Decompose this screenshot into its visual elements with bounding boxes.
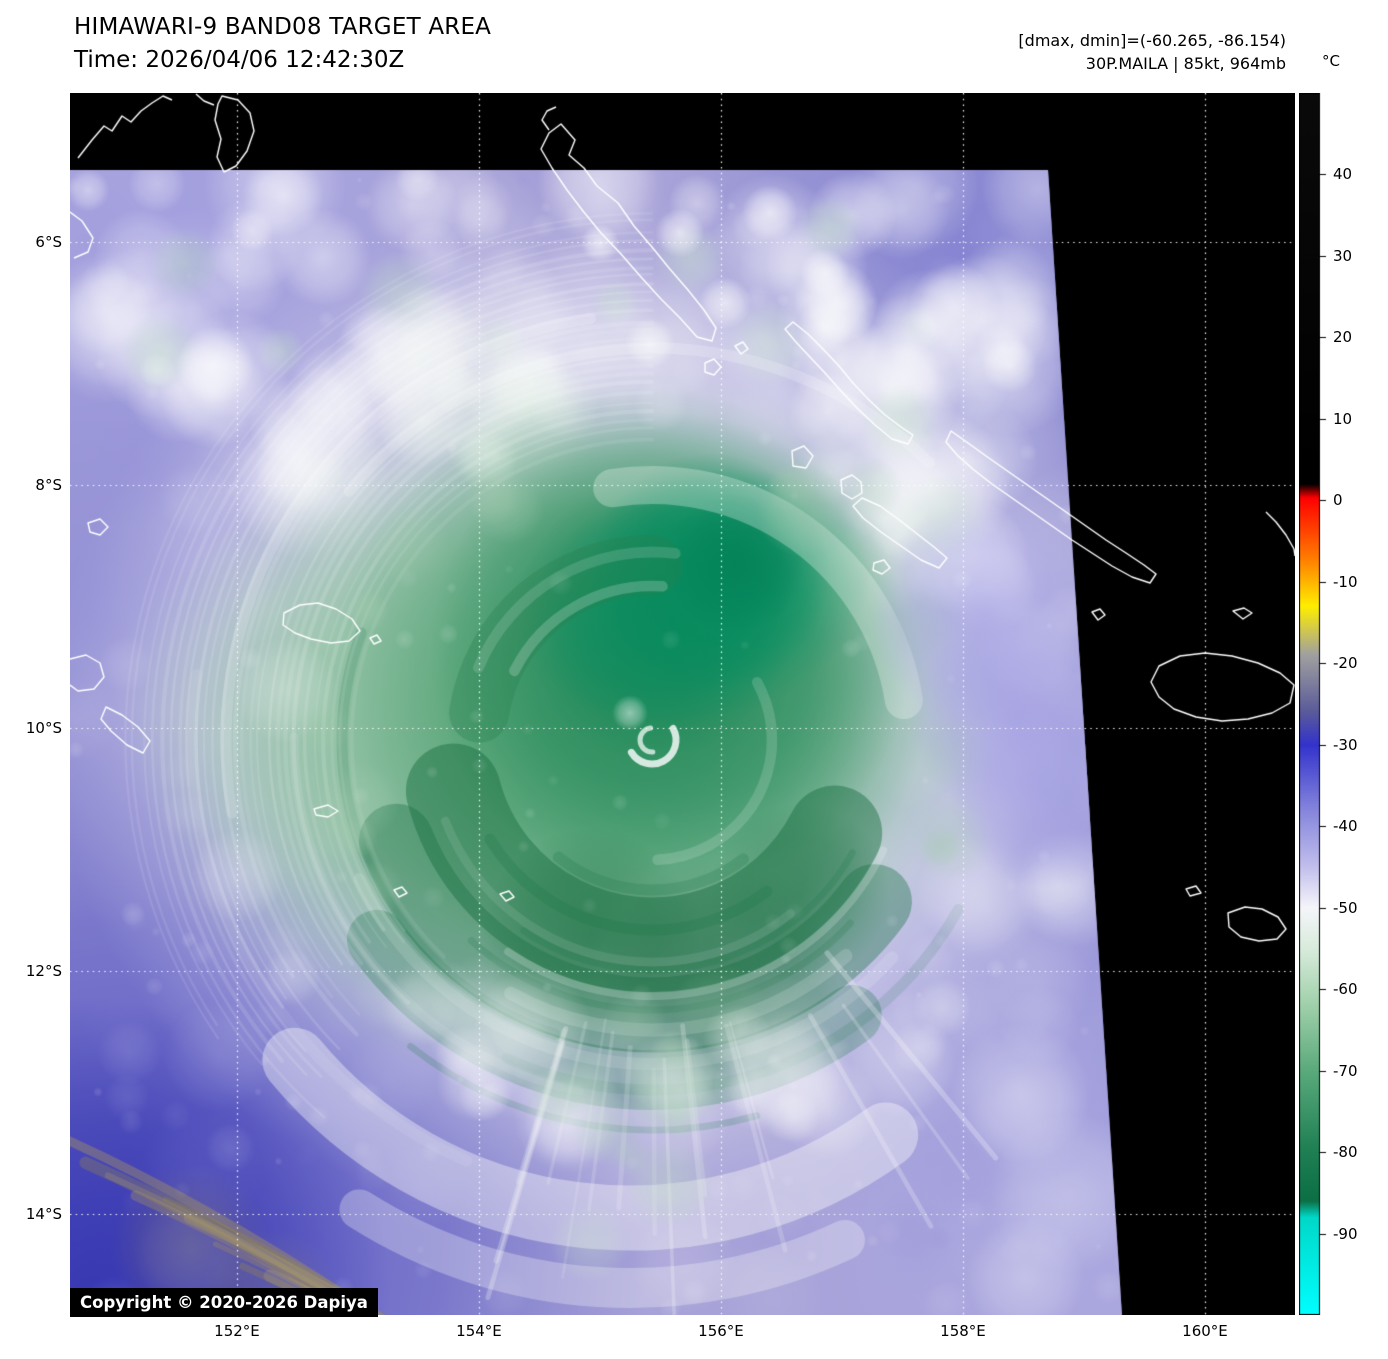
colorbar: [1299, 93, 1327, 1315]
colorbar-tick-label: -40: [1333, 817, 1358, 835]
colorbar-unit-label: °C: [1322, 52, 1340, 70]
lat-tick-label: 12°S: [25, 962, 62, 981]
lon-tick-label: 156°E: [698, 1322, 744, 1340]
readout-block: [dmax, dmin]=(-60.265, -86.154) 30P.MAIL…: [1018, 29, 1286, 75]
colorbar-tick-label: -30: [1333, 736, 1358, 754]
lon-tick-label: 154°E: [456, 1322, 502, 1340]
lat-tick-label: 6°S: [35, 233, 62, 252]
storm-intensity-readout: 30P.MAILA | 85kt, 964mb: [1085, 54, 1286, 73]
colorbar-tick-label: -90: [1333, 1225, 1358, 1243]
colorbar-tick-label: 30: [1333, 247, 1353, 265]
satellite-map-canvas: [70, 93, 1295, 1315]
colorbar-tick-label: -70: [1333, 1062, 1358, 1080]
lat-tick-label: 8°S: [35, 476, 62, 495]
colorbar-tick-label: -80: [1333, 1143, 1358, 1161]
colorbar-tick-label: -10: [1333, 573, 1358, 591]
colorbar-tick-label: 10: [1333, 410, 1353, 428]
product-time: Time: 2026/04/06 12:42:30Z: [74, 47, 405, 73]
colorbar-tick-label: -50: [1333, 899, 1358, 917]
lon-tick-label: 160°E: [1182, 1322, 1228, 1340]
lat-tick-label: 14°S: [25, 1205, 62, 1224]
colorbar-tick-label: 40: [1333, 165, 1353, 183]
lon-tick-label: 152°E: [214, 1322, 260, 1340]
lon-tick-label: 158°E: [940, 1322, 986, 1340]
dmax-dmin-readout: [dmax, dmin]=(-60.265, -86.154): [1018, 31, 1286, 50]
colorbar-tick-label: 0: [1333, 491, 1343, 509]
colorbar-tick-label: -60: [1333, 980, 1358, 998]
copyright: Copyright © 2020-2026 Dapiya: [70, 1288, 378, 1317]
colorbar-tick-label: -20: [1333, 654, 1358, 672]
product-title: HIMAWARI-9 BAND08 TARGET AREA: [74, 14, 492, 40]
colorbar-tick-label: 20: [1333, 328, 1353, 346]
lat-tick-label: 10°S: [25, 719, 62, 738]
